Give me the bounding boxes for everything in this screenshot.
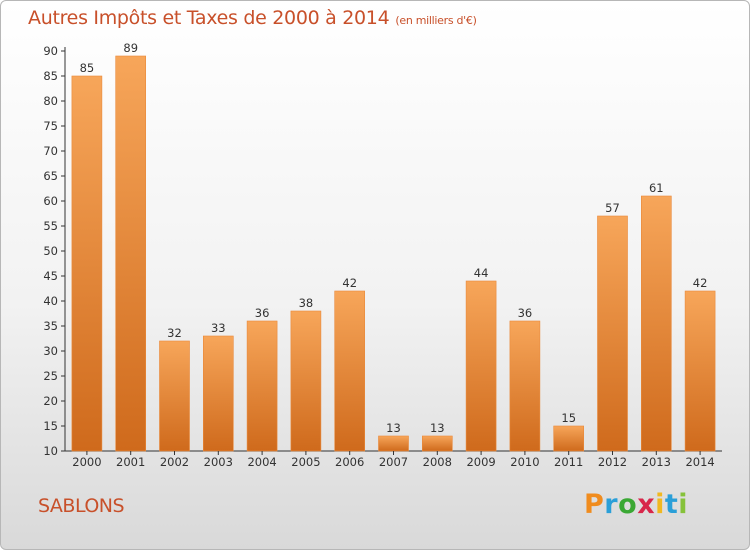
- bar: [421, 435, 453, 452]
- y-tick-label: 65: [43, 169, 58, 183]
- bar: [465, 280, 497, 452]
- y-tick-label: 80: [43, 94, 58, 108]
- logo-letter: t: [664, 489, 679, 520]
- y-tick-label: 55: [43, 219, 58, 233]
- y-tick-label: 15: [43, 419, 58, 433]
- proxiti-logo: Proxiti: [584, 489, 688, 520]
- y-tick-label: 85: [43, 69, 58, 83]
- y-tick-label: 40: [43, 294, 58, 308]
- bar: [71, 75, 103, 452]
- y-tick-label: 20: [43, 394, 58, 408]
- bar-value-label: 89: [123, 41, 138, 55]
- chart-subtitle: (en milliers d'€): [395, 14, 477, 27]
- bar-value-label: 32: [167, 326, 182, 340]
- logo-letter: i: [678, 489, 689, 520]
- x-tick-label: 2012: [598, 455, 627, 469]
- x-tick-label: 2006: [335, 455, 364, 469]
- logo-letter: i: [655, 489, 665, 520]
- logo-letter: P: [584, 489, 605, 520]
- bar: [684, 290, 716, 452]
- y-tick-label: 90: [43, 44, 58, 58]
- bar: [378, 435, 409, 452]
- bar-value-label: 42: [342, 276, 357, 290]
- x-tick-label: 2010: [510, 455, 539, 469]
- logo-letter: o: [618, 489, 638, 520]
- x-tick-label: 2014: [685, 455, 714, 469]
- bar-value-label: 36: [518, 306, 533, 320]
- bar-value-label: 36: [255, 306, 270, 320]
- logo-letter: r: [604, 489, 619, 520]
- bar: [290, 310, 322, 452]
- y-tick-label: 30: [43, 344, 58, 358]
- bar-value-label: 33: [211, 321, 226, 335]
- y-tick-label: 25: [43, 369, 58, 383]
- x-tick-label: 2000: [72, 455, 101, 469]
- bar: [334, 290, 366, 452]
- bar: [203, 335, 234, 452]
- x-tick-label: 2002: [160, 455, 189, 469]
- x-tick-label: 2004: [247, 455, 276, 469]
- y-tick-label: 10: [43, 444, 58, 458]
- bar-value-label: 57: [605, 201, 620, 215]
- x-tick-label: 2009: [466, 455, 495, 469]
- chart-title: Autres Impôts et Taxes de 2000 à 2014 (en…: [28, 7, 477, 29]
- bar: [509, 320, 541, 452]
- x-tick-label: 2013: [642, 455, 671, 469]
- y-tick-label: 70: [43, 144, 58, 158]
- x-tick-label: 2005: [291, 455, 320, 469]
- bar: [115, 55, 146, 452]
- bar: [597, 215, 628, 452]
- bar: [640, 195, 672, 452]
- x-tick-label: 2003: [204, 455, 233, 469]
- bar-value-label: 13: [430, 421, 445, 435]
- y-tick-label: 45: [43, 269, 58, 283]
- chart-title-text: Autres Impôts et Taxes de 2000 à 2014: [28, 7, 390, 29]
- y-tick-label: 75: [43, 119, 58, 133]
- bar-value-label: 15: [561, 411, 576, 425]
- bar: [553, 425, 585, 452]
- bar-value-label: 61: [649, 181, 664, 195]
- bar: [159, 340, 190, 452]
- x-tick-label: 2007: [379, 455, 408, 469]
- bar: [246, 320, 278, 452]
- bar-value-label: 85: [80, 61, 95, 75]
- x-tick-label: 2011: [554, 455, 583, 469]
- x-tick-label: 2001: [116, 455, 145, 469]
- y-tick-label: 35: [43, 319, 58, 333]
- bar-value-label: 42: [693, 276, 708, 290]
- bar-value-label: 44: [474, 266, 489, 280]
- y-tick-label: 60: [43, 194, 58, 208]
- commune-name: SABLONS: [38, 495, 125, 517]
- x-tick-label: 2008: [423, 455, 452, 469]
- bar-value-label: 38: [299, 296, 314, 310]
- y-tick-label: 50: [43, 244, 58, 258]
- bar-value-label: 13: [386, 421, 401, 435]
- logo-letter: x: [637, 489, 656, 520]
